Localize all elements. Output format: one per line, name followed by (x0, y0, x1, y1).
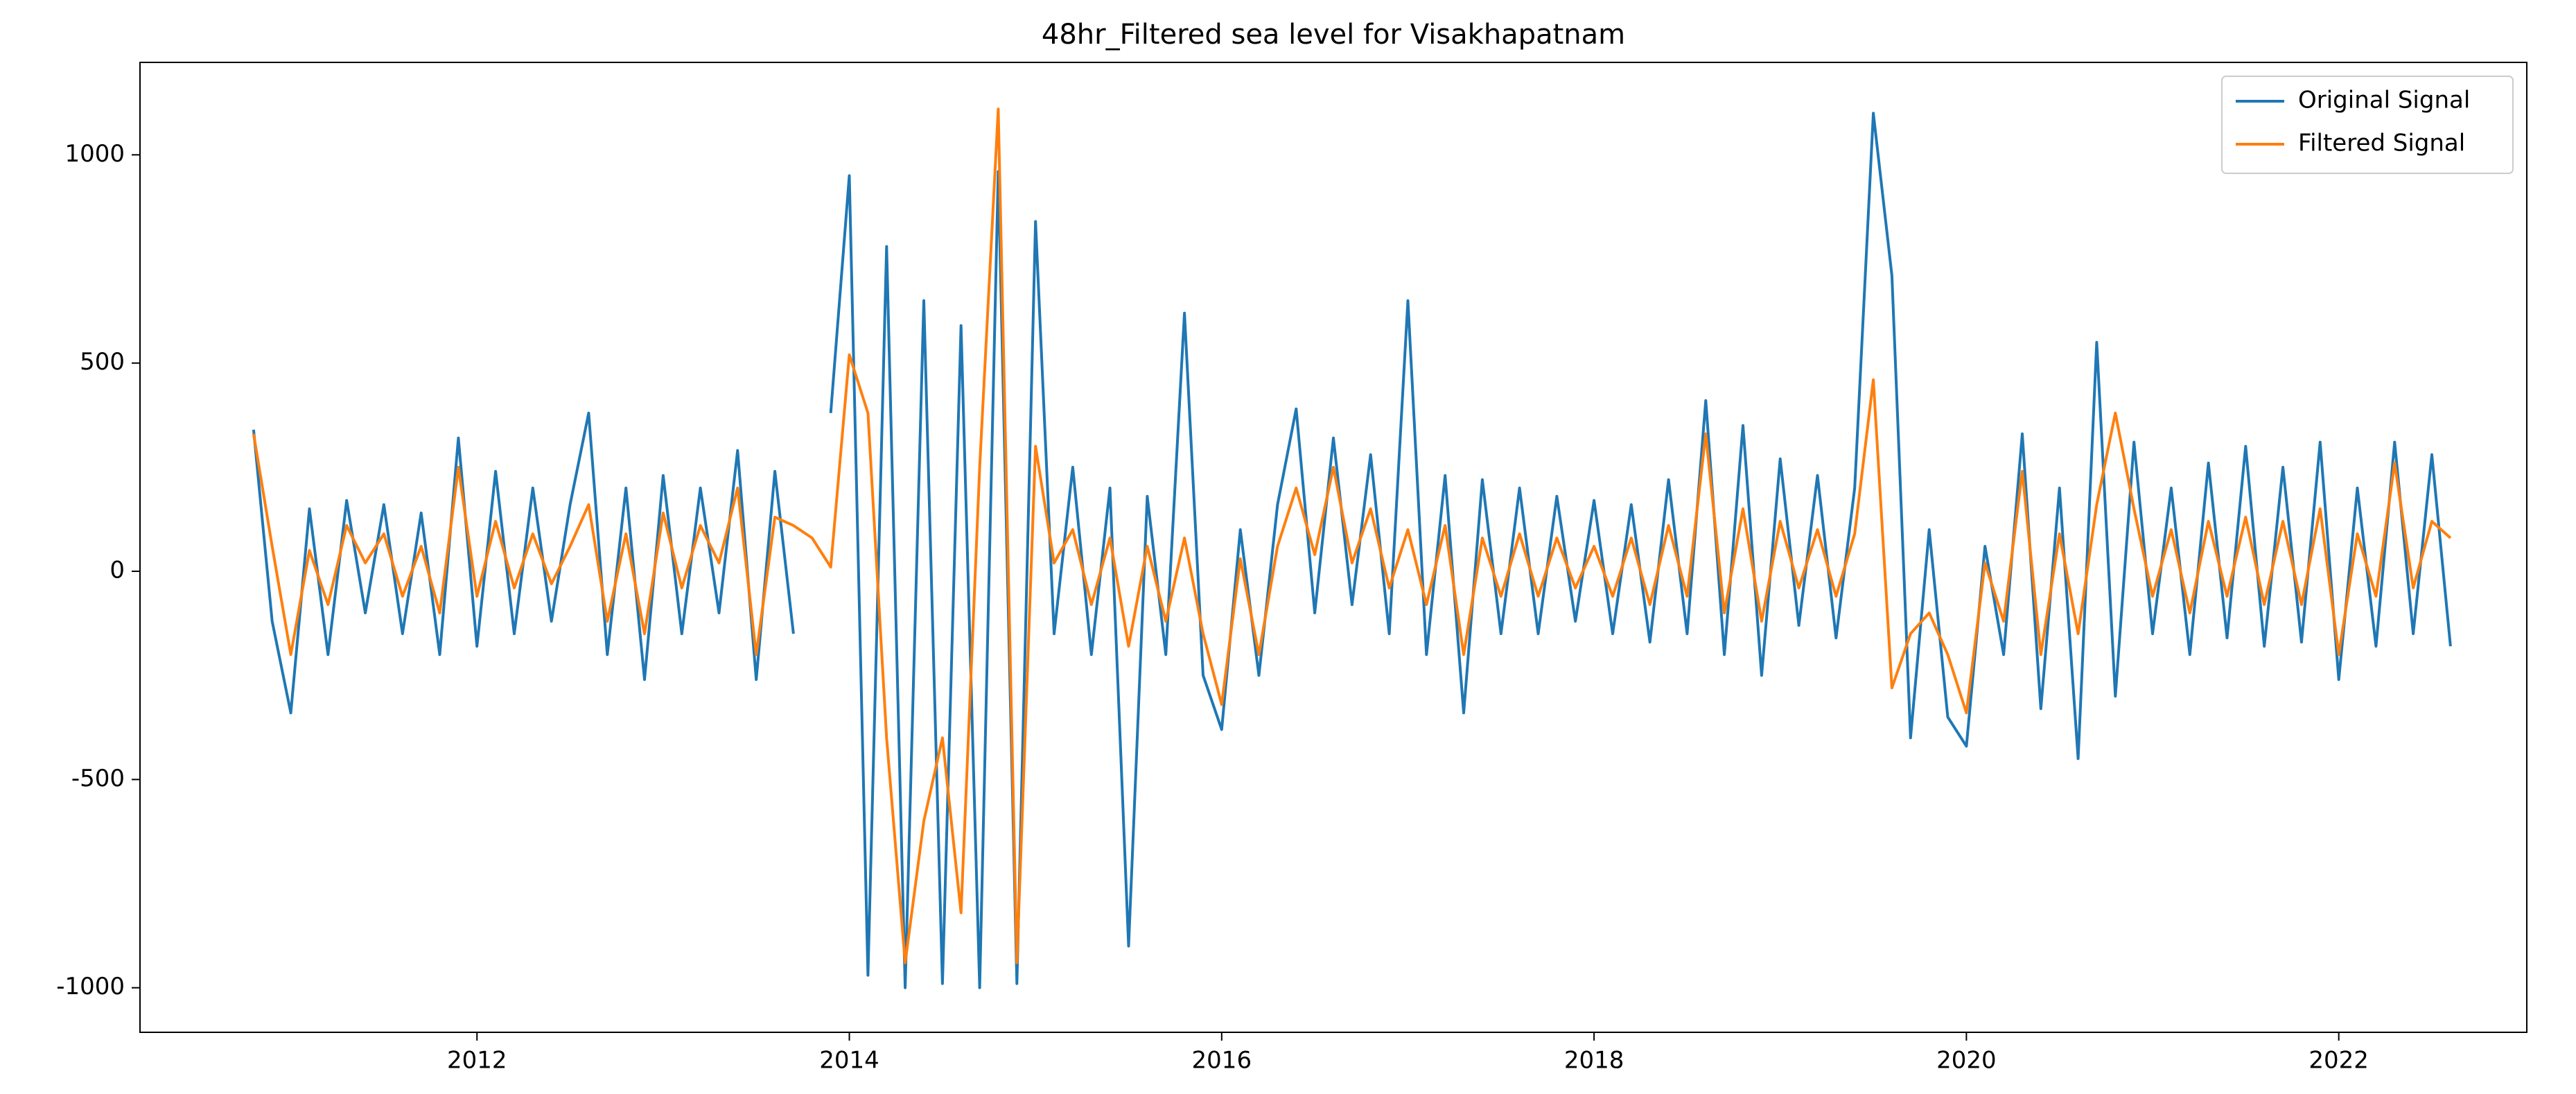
x-tick-label: 2016 (1192, 1047, 1252, 1075)
legend-label: Filtered Signal (2298, 130, 2465, 157)
y-tick-label: -500 (71, 765, 125, 792)
chart-title: 48hr_Filtered sea level for Visakhapatna… (1042, 19, 1625, 51)
x-tick-label: 2022 (2308, 1047, 2369, 1075)
y-tick-label: 0 (109, 557, 125, 584)
x-tick-label: 2018 (1564, 1047, 1624, 1075)
x-tick-label: 2012 (447, 1047, 507, 1075)
x-tick-label: 2014 (819, 1047, 879, 1075)
plot-frame (139, 62, 2527, 1033)
series-line (252, 107, 2452, 964)
y-tick-label: 1000 (64, 140, 125, 168)
y-tick-label: -1000 (56, 973, 125, 1000)
y-tick-label: 500 (80, 348, 125, 376)
legend-box (2221, 76, 2514, 174)
x-tick-label: 2020 (1936, 1047, 1997, 1075)
legend-label: Original Signal (2298, 87, 2470, 114)
